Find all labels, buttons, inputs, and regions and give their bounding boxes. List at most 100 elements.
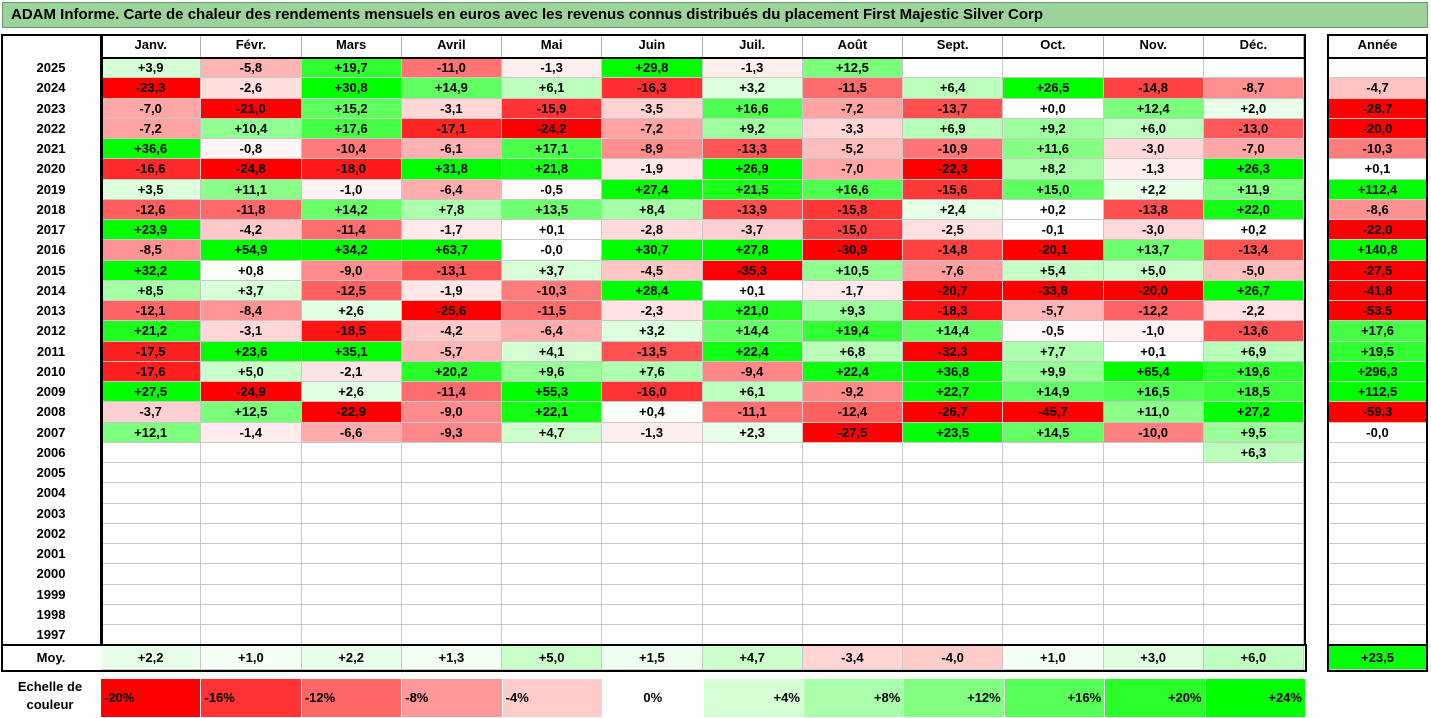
heatmap-cell: +7,8 bbox=[401, 199, 502, 220]
heatmap-cell: +2,6 bbox=[301, 301, 402, 322]
heatmap-cell: -7,0 bbox=[1203, 139, 1304, 160]
heatmap-cell: +0,2 bbox=[1003, 199, 1104, 220]
annual-cell bbox=[1329, 604, 1426, 625]
year-label: 2017 bbox=[36, 222, 66, 237]
heatmap-cell: -10,3 bbox=[502, 280, 603, 301]
heatmap-cell: -0,8 bbox=[201, 139, 302, 160]
heatmap-cell: +6,9 bbox=[903, 118, 1004, 139]
heatmap-cell: -2,5 bbox=[903, 220, 1004, 241]
heatmap-cell: +65,4 bbox=[1103, 361, 1204, 382]
heatmap-cell: +22,7 bbox=[903, 382, 1004, 403]
heatmap-cell: +16,5 bbox=[1103, 382, 1204, 403]
heatmap-cell: +23,5 bbox=[903, 422, 1004, 443]
annual-cell: -53,5 bbox=[1329, 301, 1426, 322]
heatmap-cell bbox=[1003, 523, 1104, 544]
heatmap-cell bbox=[702, 503, 803, 524]
annual-header-separator bbox=[1327, 57, 1428, 59]
heatmap-cell bbox=[101, 584, 202, 605]
heatmap-cell: +12,4 bbox=[1103, 98, 1204, 119]
annual-cell bbox=[1329, 503, 1426, 524]
heatmap-cell: +26,7 bbox=[1203, 280, 1304, 301]
heatmap-cell: -15,8 bbox=[802, 199, 903, 220]
heatmap-cell bbox=[903, 463, 1004, 484]
heatmap-cell: +28,4 bbox=[602, 280, 703, 301]
heatmap-cell: -13,4 bbox=[1203, 240, 1304, 261]
heatmap-cell bbox=[401, 544, 502, 565]
heatmap-cell bbox=[903, 523, 1004, 544]
heatmap-cell: +29,8 bbox=[602, 58, 703, 79]
annual-cell: -27,5 bbox=[1329, 260, 1426, 281]
chart-title: ADAM Informe. Carte de chaleur des rende… bbox=[2, 2, 1428, 28]
heatmap-cell: +13,7 bbox=[1103, 240, 1204, 261]
average-cell: +1,5 bbox=[602, 646, 703, 670]
heatmap-cell bbox=[201, 544, 302, 565]
heatmap-cell: +30,7 bbox=[602, 240, 703, 261]
heatmap-cell: -17,5 bbox=[101, 341, 202, 362]
heatmap-cell: -24,8 bbox=[201, 159, 302, 180]
month-header: Sept. bbox=[903, 34, 1004, 58]
heatmap-cell bbox=[502, 463, 603, 484]
heatmap-cell bbox=[802, 544, 903, 565]
heatmap-cell: +14,9 bbox=[401, 78, 502, 99]
heatmap-cell: -10,0 bbox=[1103, 422, 1204, 443]
color-scale-step: -16% bbox=[201, 679, 302, 717]
heatmap-cell bbox=[802, 584, 903, 605]
heatmap-cell: -35,3 bbox=[702, 260, 803, 281]
color-scale-step: +20% bbox=[1105, 679, 1206, 717]
heatmap-cell: -2,8 bbox=[602, 220, 703, 241]
annual-cell: -28,7 bbox=[1329, 98, 1426, 119]
heatmap-cell bbox=[101, 483, 202, 504]
heatmap-cell: +5,0 bbox=[1103, 260, 1204, 281]
heatmap-cell bbox=[602, 523, 703, 544]
heatmap-cell: -0,5 bbox=[1003, 321, 1104, 342]
heatmap-cell bbox=[502, 544, 603, 565]
month-header: Nov. bbox=[1103, 34, 1204, 58]
heatmap-cell: +22,4 bbox=[702, 341, 803, 362]
heatmap-cell: -6,6 bbox=[301, 422, 402, 443]
heatmap-cell bbox=[201, 442, 302, 463]
heatmap-cell: +5,4 bbox=[1003, 260, 1104, 281]
heatmap-cell bbox=[1103, 523, 1204, 544]
heatmap-cell: +26,9 bbox=[702, 159, 803, 180]
heatmap-cell bbox=[1103, 544, 1204, 565]
heatmap-cell bbox=[602, 483, 703, 504]
color-scale-step: -4% bbox=[502, 679, 604, 717]
heatmap-cell bbox=[502, 503, 603, 524]
year-label: 2020 bbox=[36, 161, 66, 177]
annual-cell bbox=[1329, 58, 1426, 79]
heatmap-cell bbox=[702, 564, 803, 585]
month-header: Déc. bbox=[1203, 34, 1304, 58]
heatmap-cell: -2,1 bbox=[301, 361, 402, 382]
annual-cell: -10,3 bbox=[1329, 139, 1426, 160]
heatmap-cell bbox=[702, 604, 803, 625]
annual-cell: +0,1 bbox=[1329, 159, 1426, 180]
heatmap-cell: -4,5 bbox=[602, 260, 703, 281]
heatmap-cell: -20,0 bbox=[1103, 280, 1204, 301]
heatmap-cell: +16,6 bbox=[802, 179, 903, 200]
annual-cell bbox=[1329, 463, 1426, 484]
heatmap-cell: -13,6 bbox=[1203, 321, 1304, 342]
heatmap-cell: -9,0 bbox=[401, 402, 502, 423]
heatmap-cell bbox=[1003, 564, 1104, 585]
year-label: 2016 bbox=[36, 242, 66, 258]
heatmap-cell bbox=[1103, 564, 1204, 585]
heatmap-cell: -10,9 bbox=[903, 139, 1004, 160]
heatmap-cell: -7,2 bbox=[602, 118, 703, 139]
color-scale-label: Echelle de couleur bbox=[17, 679, 83, 712]
heatmap-cell: +16,6 bbox=[702, 98, 803, 119]
heatmap-cell bbox=[1203, 604, 1304, 625]
heatmap-cell: -15,0 bbox=[802, 220, 903, 241]
heatmap-cell bbox=[1003, 544, 1104, 565]
heatmap-cell: +3,2 bbox=[602, 321, 703, 342]
heatmap-cell: -32,3 bbox=[903, 341, 1004, 362]
heatmap-cell: +5,0 bbox=[201, 361, 302, 382]
heatmap-cell bbox=[802, 463, 903, 484]
color-scale-step: +8% bbox=[803, 679, 905, 717]
heatmap-cell: -20,1 bbox=[1003, 240, 1104, 261]
year-label: 2007 bbox=[36, 424, 66, 440]
heatmap-cell bbox=[301, 604, 402, 625]
month-header: Févr. bbox=[201, 34, 302, 58]
heatmap-cell: -11,1 bbox=[702, 402, 803, 423]
heatmap-cell: +32,2 bbox=[101, 260, 202, 281]
annual-cell bbox=[1329, 442, 1426, 463]
